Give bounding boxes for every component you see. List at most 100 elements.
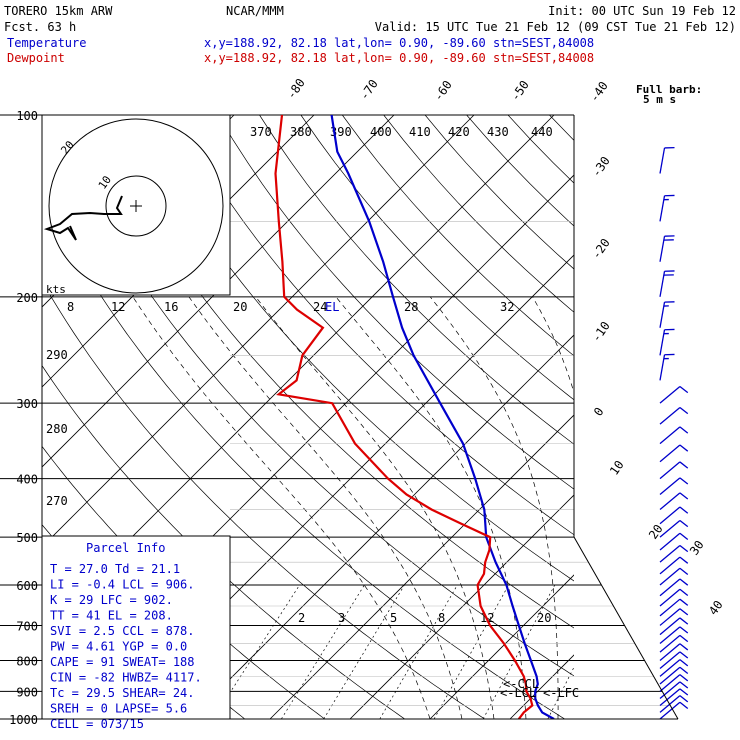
wind-barb — [659, 235, 675, 262]
wind-barb — [659, 519, 689, 538]
isotherm--20 — [189, 334, 574, 719]
moist-adiabat-30 — [532, 296, 574, 394]
theta-label: 430 — [487, 125, 509, 139]
temp-axis-label: -30 — [589, 154, 613, 180]
temp-axis-label: -50 — [508, 78, 532, 104]
dry-adiabat-450 — [632, 115, 740, 719]
model-title: TORERO 15km ARW — [4, 4, 113, 18]
theta-left-label: 290 — [46, 348, 68, 362]
parcel-info-row: CIN = -82 HWBZ= 4117. — [50, 671, 202, 685]
wind-barb — [659, 688, 689, 707]
dry-adiabat-380 — [342, 115, 574, 357]
wind-barb — [659, 328, 675, 356]
parcel-info-box: Parcel Info T = 27.0 Td = 21.1 LI = -0.4 … — [41, 535, 231, 731]
pressure-label-200: 200 — [16, 291, 38, 305]
temp-axis-label: -60 — [431, 78, 455, 104]
pressure-label-1000: 1000 — [9, 713, 38, 727]
wind-barb — [659, 146, 675, 174]
wind-barb — [659, 674, 689, 692]
wind-barb — [659, 567, 689, 586]
mixing-ratio-5 — [379, 584, 458, 719]
temp-axis-label: -80 — [284, 76, 308, 102]
pressure-label-600: 600 — [16, 579, 38, 593]
mixing-ratio-8 — [433, 584, 509, 719]
hodo-speed-label: 16 — [164, 300, 178, 314]
temp-axis-label: -70 — [357, 77, 381, 103]
wind-barb — [659, 385, 689, 404]
mixing-ratio-3 — [323, 584, 405, 719]
wind-barb — [659, 353, 675, 381]
temp-axis-label: 40 — [706, 598, 726, 618]
wind-barb — [659, 406, 689, 425]
pressure-label-900: 900 — [16, 685, 38, 699]
full-barb-note: Full barb: — [636, 83, 702, 96]
parcel-info-title: Parcel Info — [86, 541, 165, 555]
parcel-info-row: SVI = 2.5 CCL = 878. — [50, 624, 195, 638]
hodo-speed-label: 24 — [313, 300, 327, 314]
temperature-legend: Temperature — [7, 36, 86, 50]
parcel-info-row: SREH = 0 LAPSE= 5.6 — [50, 702, 187, 716]
pressure-label-400: 400 — [16, 473, 38, 487]
temperature-profile — [330, 115, 555, 719]
dewpoint-legend: Dewpoint — [7, 51, 65, 65]
parcel-info-frame — [41, 535, 231, 720]
axis-labels: -80 -70 -60 -50 -40 -30 -20 -10 0 10 20 30 40 370 380 3… — [46, 76, 726, 625]
pressure-label-700: 700 — [16, 619, 38, 633]
hodo-speed-label: 12 — [111, 300, 125, 314]
theta-label: 370 — [250, 125, 272, 139]
mixing-ratio-label: 20 — [537, 611, 551, 625]
dewpoint-profile — [274, 115, 534, 719]
isotherm--60 — [42, 115, 475, 548]
dry-adiabat-440 — [591, 115, 740, 719]
parcel-info-row: TT = 41 EL = 208. — [50, 609, 173, 623]
mixing-ratio-label: 3 — [338, 611, 345, 625]
wind-barb — [659, 301, 675, 328]
forecast-hour: Fcst. 63 h — [4, 20, 76, 34]
wind-barb — [659, 681, 689, 700]
wind-barb — [659, 634, 689, 653]
plot-lower-right-border — [573, 536, 679, 720]
hodograph: 10 20 kts — [41, 114, 231, 296]
pressure-label-100: 100 — [16, 109, 38, 123]
isotherm-30 — [590, 115, 740, 719]
pressure-label-800: 800 — [16, 654, 38, 668]
hodograph-ring-10 — [105, 175, 167, 237]
parcel-info-row: PW = 4.61 YGP = 0.0 — [50, 640, 187, 654]
wind-barb — [659, 617, 689, 636]
parcel-info-row: CELL = 073/15 — [50, 717, 144, 731]
hodo-speed-label: 28 — [404, 300, 418, 314]
wind-barb — [659, 626, 689, 645]
parcel-info-row: Tc = 29.5 SHEAR= 24. — [50, 686, 195, 700]
wind-barb — [659, 598, 689, 617]
sounding-profiles — [274, 115, 555, 719]
wind-barb — [659, 695, 689, 713]
wind-barb — [659, 426, 689, 445]
hodo-speed-label: 32 — [500, 300, 514, 314]
parcel-info-row: K = 29 LFC = 902. — [50, 593, 173, 607]
temp-axis-label: 30 — [687, 538, 707, 558]
dry-adiabat-390 — [383, 115, 574, 313]
isotherm-40 — [670, 115, 740, 719]
parcel-info-row: CAPE = 91 SWEAT= 188 — [50, 655, 195, 669]
wind-barb — [659, 270, 675, 297]
mixing-ratio-2 — [281, 584, 365, 719]
mixing-ratio-label: 5 — [390, 611, 397, 625]
moist-adiabat-34 — [622, 297, 644, 719]
pressure-label-300: 300 — [16, 397, 38, 411]
wind-barb — [659, 506, 689, 525]
wind-barb — [659, 492, 689, 511]
isotherm-10 — [429, 574, 574, 719]
hodo-speed-label: 8 — [67, 300, 74, 314]
isotherm--70 — [42, 115, 395, 468]
temperature-location: x,y=188.92, 82.18 lat,lon= 0.90, -89.60 … — [204, 36, 594, 50]
wind-barb — [659, 477, 689, 496]
wind-barb — [659, 556, 689, 575]
wind-barb — [659, 444, 689, 463]
wind-barb — [659, 643, 689, 661]
hodograph-trace — [43, 195, 123, 241]
init-time: Init: 00 UTC Sun 19 Feb 12 — [548, 4, 736, 18]
theta-label: 380 — [290, 125, 312, 139]
isotherm-0 — [349, 494, 574, 719]
wind-barb — [659, 659, 689, 677]
